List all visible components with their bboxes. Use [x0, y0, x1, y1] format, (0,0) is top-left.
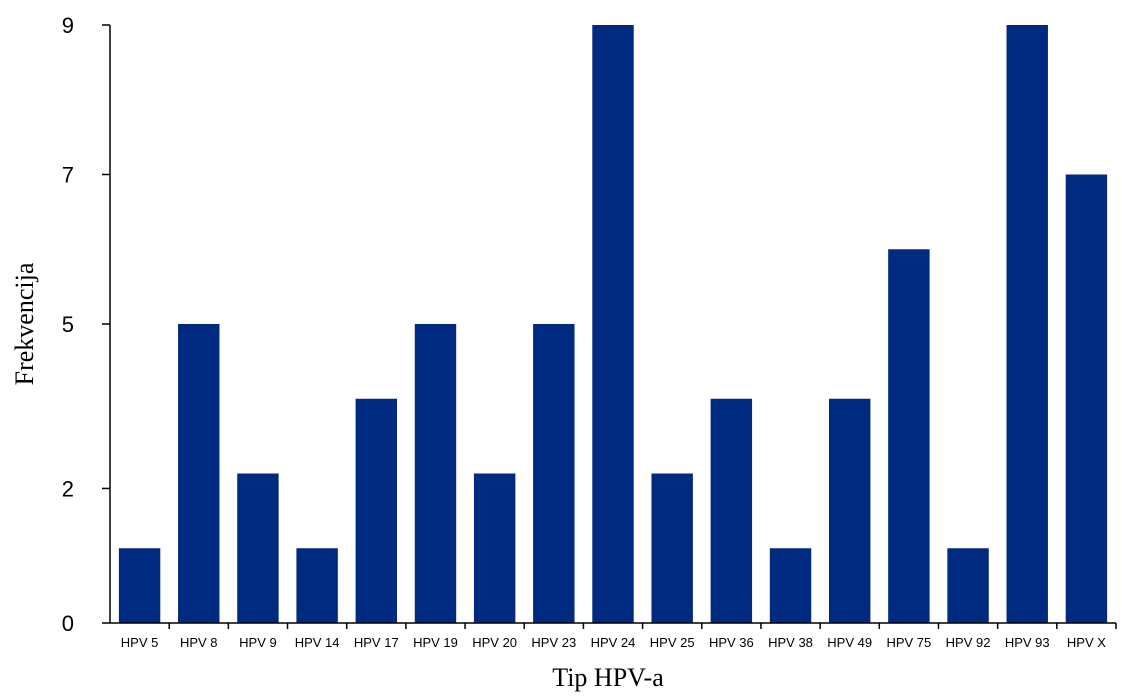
x-tick-label: HPV 25	[650, 635, 695, 650]
y-tick-label: 9	[62, 13, 74, 38]
bar	[355, 398, 398, 623]
x-tick-label: HPV 23	[531, 635, 576, 650]
bar	[828, 398, 871, 623]
bars	[118, 25, 1108, 623]
x-tick-label: HPV 49	[827, 635, 872, 650]
bar	[710, 398, 753, 623]
y-tick-label: 7	[62, 163, 74, 188]
bar	[1006, 25, 1048, 623]
y-axis-ticks: 0 2 5 7 9	[62, 13, 110, 636]
bar	[296, 548, 338, 623]
x-tick-label: HPV 5	[121, 635, 159, 650]
x-tick-label: HPV 9	[239, 635, 277, 650]
bar	[473, 473, 516, 623]
bar	[1065, 174, 1108, 623]
x-tick-label: HPV 24	[591, 635, 636, 650]
bar	[888, 249, 930, 623]
x-tick-label: HPV 75	[886, 635, 931, 650]
x-tick-label: HPV X	[1067, 635, 1106, 650]
x-tick-label: HPV 8	[180, 635, 218, 650]
y-tick-label: 5	[62, 312, 74, 337]
bar	[769, 548, 812, 623]
bar	[947, 548, 989, 623]
x-tick-label: HPV 17	[354, 635, 399, 650]
bar	[533, 324, 575, 623]
x-tick-label: HPV 92	[946, 635, 991, 650]
x-tick-label: HPV 14	[295, 635, 340, 650]
y-tick-label: 2	[62, 476, 74, 501]
bar	[651, 473, 693, 623]
x-tick-label: HPV 36	[709, 635, 754, 650]
bar	[237, 473, 279, 623]
y-tick-label: 0	[62, 611, 74, 636]
x-axis-title: Tip HPV-a	[552, 663, 664, 692]
x-tick-label: HPV 38	[768, 635, 813, 650]
x-axis-tick-labels: HPV 5 HPV 8 HPV 9 HPV 14 HPV 17 HPV 19 HPV 20 H…	[121, 623, 1117, 650]
bar	[414, 324, 457, 623]
bar	[592, 25, 634, 623]
x-tick-label: HPV 20	[472, 635, 517, 650]
bar	[118, 548, 161, 623]
x-tick-label: HPV 93	[1005, 635, 1050, 650]
x-tick-label: HPV 19	[413, 635, 458, 650]
y-axis-title: Frekvencija	[10, 262, 39, 385]
bar	[178, 324, 220, 623]
